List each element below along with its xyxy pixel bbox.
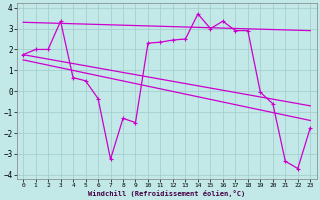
X-axis label: Windchill (Refroidissement éolien,°C): Windchill (Refroidissement éolien,°C) [88, 190, 245, 197]
